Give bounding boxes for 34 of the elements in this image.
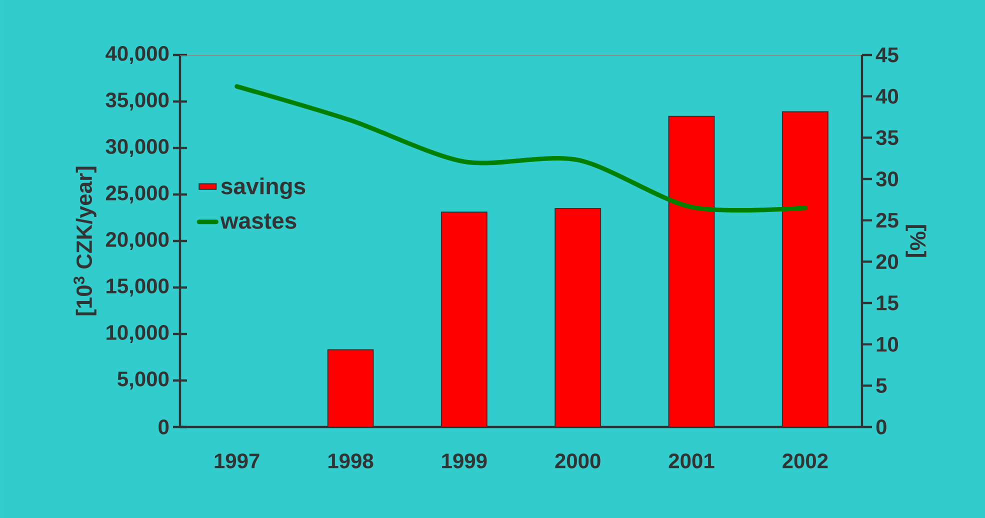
y-tick-label: 5,000 xyxy=(118,372,169,390)
y2-tick-label: 15 xyxy=(876,296,898,310)
y2-tick-label: 20 xyxy=(876,254,898,270)
y-tick-label: 25,000 xyxy=(106,186,169,204)
y-tick-label: 40,000 xyxy=(106,46,169,64)
y2-tick-label: 45 xyxy=(876,48,898,62)
y-tick-label: 0 xyxy=(158,420,169,434)
legend-label: wastes xyxy=(220,214,296,229)
y-tick-label: 15,000 xyxy=(106,278,169,296)
y2-tick-label: 30 xyxy=(876,172,898,186)
y-axis-title: [10$^{3}$ CZK/year] xyxy=(74,166,96,316)
y-tick-label: 10,000 xyxy=(106,325,169,343)
bar xyxy=(327,349,374,427)
y-tick-label: 35,000 xyxy=(106,92,169,110)
bar xyxy=(668,116,715,427)
y-tick-label: 20,000 xyxy=(106,232,169,250)
y2-tick-label: 25 xyxy=(876,212,898,228)
y2-tick-label: 35 xyxy=(876,130,898,146)
y2-tick-label: 5 xyxy=(876,378,887,393)
x-tick-label: 1997 xyxy=(214,454,260,468)
y-tick-label: 30,000 xyxy=(106,139,169,157)
x-tick-label: 2000 xyxy=(555,454,600,468)
x-tick-label: 2002 xyxy=(782,454,828,468)
x-tick-label: 2001 xyxy=(668,454,714,468)
x-tick-label: 1998 xyxy=(328,454,374,468)
y2-tick-label: 10 xyxy=(876,336,898,352)
y2-tick-label: 40 xyxy=(876,88,898,104)
bar xyxy=(440,212,488,427)
bar xyxy=(554,208,602,427)
y2-axis-title: [%] xyxy=(906,225,926,257)
bar xyxy=(782,111,828,427)
legend-label: savings xyxy=(221,177,306,199)
x-tick-label: 1999 xyxy=(442,454,487,468)
y2-tick-label: 0 xyxy=(876,420,886,434)
